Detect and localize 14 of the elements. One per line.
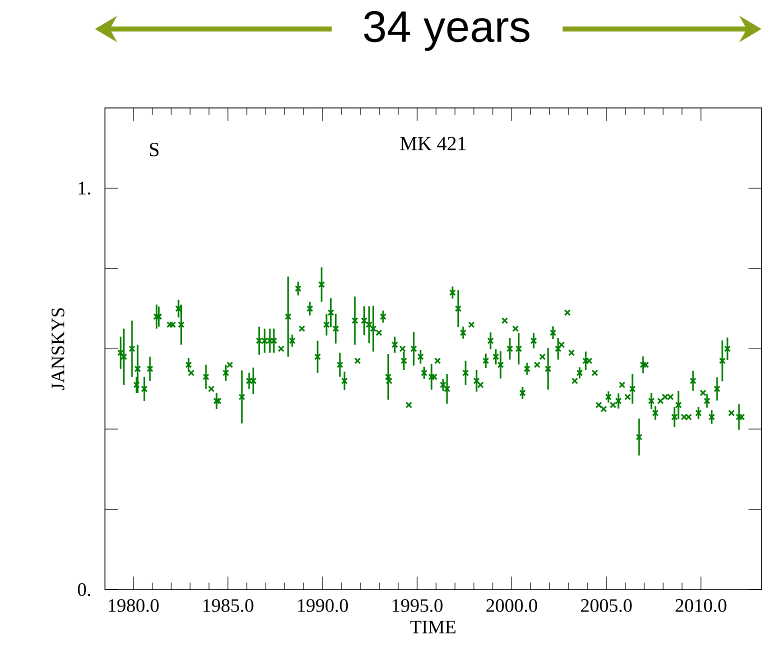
text: MK 421	[400, 137, 466, 150]
x-tick-label: 1995.0	[392, 599, 443, 612]
x-tick-label: 1985.0	[203, 599, 254, 612]
x-tick-label: 2005.0	[581, 599, 632, 612]
y-tick-label: 1.	[78, 182, 90, 195]
y-tick-label: 0.	[78, 583, 90, 596]
x-axis-title: TIME	[410, 621, 456, 634]
x-tick-label: 1980.0	[108, 599, 159, 612]
x-tick-label: 1990.0	[298, 599, 348, 612]
annotation: S	[150, 143, 159, 157]
text: 34 years	[364, 11, 530, 52]
y-axis-title: JANSKYS	[52, 308, 64, 390]
x-tick-label: 2000.0	[486, 599, 538, 612]
x-tick-label: 2010.0	[676, 599, 726, 612]
